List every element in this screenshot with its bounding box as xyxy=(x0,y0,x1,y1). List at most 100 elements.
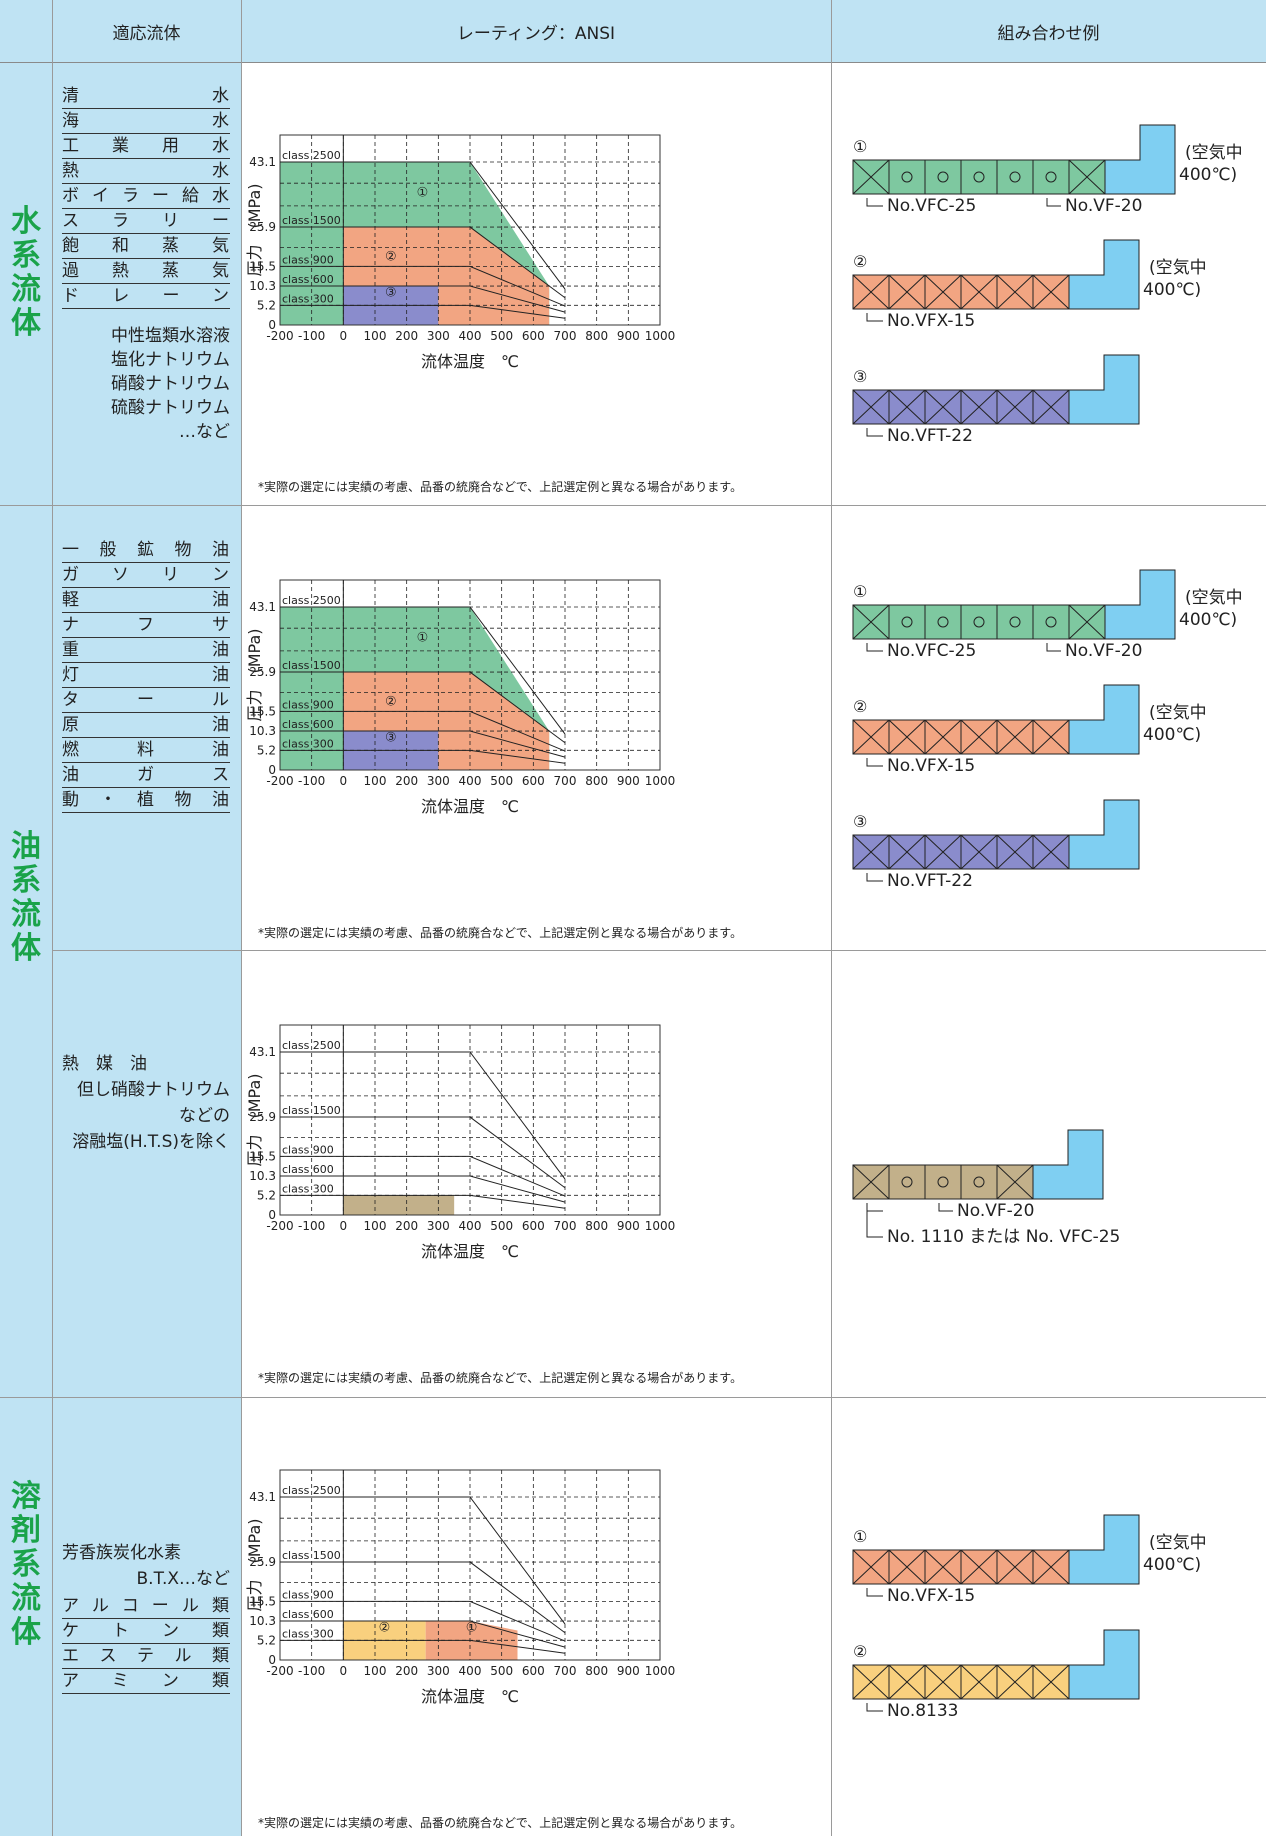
class-label: class 600 xyxy=(282,718,334,731)
ring-circle xyxy=(973,171,985,183)
x-tick-label: 800 xyxy=(585,1219,608,1233)
combo-note: (空気中 xyxy=(1149,1533,1207,1553)
leader-line xyxy=(866,428,883,437)
fluid-item: 飽和蒸気 xyxy=(62,234,230,259)
ring-circle xyxy=(901,616,913,628)
fluid-item: 重油 xyxy=(62,638,230,663)
fluid-item: 油ガス xyxy=(62,763,230,788)
y-tick-label: 43.1 xyxy=(249,600,276,614)
packing-ring xyxy=(888,1164,926,1200)
class-label: class 1500 xyxy=(282,1549,341,1562)
divider xyxy=(52,950,1266,951)
x-tick-label: 800 xyxy=(585,1664,608,1678)
class-label: class 900 xyxy=(282,698,334,711)
y-tick-label: 5.2 xyxy=(257,743,276,757)
y-tick-label: 5.2 xyxy=(257,298,276,312)
x-tick-label: 500 xyxy=(490,1219,513,1233)
fluid-item: エステル類 xyxy=(62,1644,230,1669)
fluid-item: ケトン類 xyxy=(62,1619,230,1644)
x-tick-label: -100 xyxy=(298,1664,325,1678)
ring-cross xyxy=(996,1549,1034,1585)
gland xyxy=(1104,569,1176,640)
packing-ring xyxy=(996,159,1034,195)
class-line xyxy=(280,265,566,307)
class-line xyxy=(280,1155,566,1197)
x-tick-label: 500 xyxy=(490,1664,513,1678)
chart-region xyxy=(343,1195,455,1215)
packing-ring xyxy=(888,604,926,640)
ring-circle xyxy=(973,1176,985,1188)
ring-cross xyxy=(1032,719,1070,755)
x-tick-label: 900 xyxy=(617,1219,640,1233)
ring-cross xyxy=(852,719,890,755)
fluid-item: 清水 xyxy=(62,84,230,109)
x-tick-label: 800 xyxy=(585,329,608,343)
y-tick-label: 10.3 xyxy=(249,724,276,738)
category-column-bg xyxy=(0,0,52,1836)
divider xyxy=(831,0,832,1836)
packing-ring xyxy=(924,1164,962,1200)
y-tick-label: 15.5 xyxy=(249,1594,276,1608)
combo-label: No.VF-20 xyxy=(1065,641,1142,661)
ring-circle xyxy=(1009,616,1021,628)
fluid-list-plain: 中性塩類水溶液 塩化ナトリウム 硝酸ナトリウム 硫酸ナトリウム …など xyxy=(62,324,230,444)
ring-cross xyxy=(852,1664,890,1700)
combo-number: ③ xyxy=(853,812,867,831)
fluid-item: 海水 xyxy=(62,109,230,134)
ring-circle xyxy=(973,616,985,628)
y-tick-label: 15.5 xyxy=(249,1149,276,1163)
class-label: class 900 xyxy=(282,253,334,266)
x-tick-label: -200 xyxy=(266,1664,293,1678)
class-label: class 600 xyxy=(282,273,334,286)
combo-note: (空気中 xyxy=(1149,258,1207,278)
combo-number: ① xyxy=(853,582,867,601)
packing-ring xyxy=(1032,604,1070,640)
y-tick-label: 25.9 xyxy=(249,665,276,679)
class-label: class 600 xyxy=(282,1163,334,1176)
combo-number: ② xyxy=(853,252,867,271)
combo-label: No.VFX-15 xyxy=(887,1586,975,1606)
class-line xyxy=(280,1600,566,1642)
combo-label: No.VFC-25 xyxy=(887,196,976,216)
combo-label: No.8133 xyxy=(887,1701,959,1721)
y-tick-label: 10.3 xyxy=(249,1169,276,1183)
ring-cross xyxy=(1032,834,1070,870)
x-tick-label: 0 xyxy=(340,329,348,343)
class-label: class 2500 xyxy=(282,594,341,607)
fluid-item: 熱 媒 油 xyxy=(62,1054,147,1074)
ring-circle xyxy=(901,171,913,183)
x-tick-label: 600 xyxy=(522,1664,545,1678)
fluid-item: 原油 xyxy=(62,713,230,738)
y-tick-label: 10.3 xyxy=(249,279,276,293)
leader-line xyxy=(866,1588,883,1597)
category-char: 流 xyxy=(11,272,41,307)
rating-chart: class 2500 class 1500 class 900 class 600 cl… xyxy=(246,579,675,816)
ring-cross xyxy=(996,719,1034,755)
x-tick-label: 1000 xyxy=(645,329,676,343)
y-tick-label: 15.5 xyxy=(249,704,276,718)
fluid-list: 一般鉱物油 ガソリン 軽油 ナフサ 重油 灯油 タール 原油 燃料油 油ガス 動・植物油 xyxy=(62,538,230,813)
fluid-item: …など xyxy=(179,422,230,442)
packing-ring xyxy=(1032,159,1070,195)
x-tick-label: 1000 xyxy=(645,1219,676,1233)
class-line xyxy=(280,1194,566,1209)
x-tick-label: -100 xyxy=(298,329,325,343)
class-line xyxy=(280,1051,566,1180)
y-tick-label: 0 xyxy=(268,318,276,332)
fluid-item: ナフサ xyxy=(62,613,230,638)
x-tick-label: 1000 xyxy=(645,1664,676,1678)
leader-line xyxy=(866,198,883,207)
combo-label: No.VFX-15 xyxy=(887,311,975,331)
x-axis-title: 流体温度 ℃ xyxy=(421,1687,519,1706)
ring-cross xyxy=(852,159,890,195)
packing-ring xyxy=(924,604,962,640)
region-label: ② xyxy=(385,695,397,710)
y-tick-label: 0 xyxy=(268,1653,276,1667)
category-char: 油 xyxy=(11,829,41,864)
combo-label: No.VFT-22 xyxy=(887,426,973,446)
class-label: class 600 xyxy=(282,1608,334,1621)
x-tick-label: -200 xyxy=(266,774,293,788)
gland xyxy=(1068,1514,1140,1585)
combo-number: ③ xyxy=(853,367,867,386)
ring-cross xyxy=(924,274,962,310)
